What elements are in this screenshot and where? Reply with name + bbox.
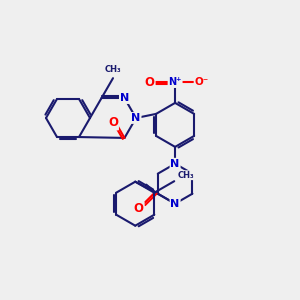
Text: CH₃: CH₃ [177, 171, 194, 180]
Text: N: N [170, 159, 180, 169]
Text: N: N [131, 113, 141, 123]
Text: O⁻: O⁻ [194, 77, 209, 87]
Text: N: N [170, 199, 180, 209]
Text: CH₃: CH₃ [105, 65, 121, 74]
Text: O: O [108, 116, 118, 130]
Text: N⁺: N⁺ [168, 77, 182, 87]
Text: O: O [145, 76, 154, 89]
Text: O: O [134, 202, 144, 215]
Text: N: N [120, 93, 129, 103]
